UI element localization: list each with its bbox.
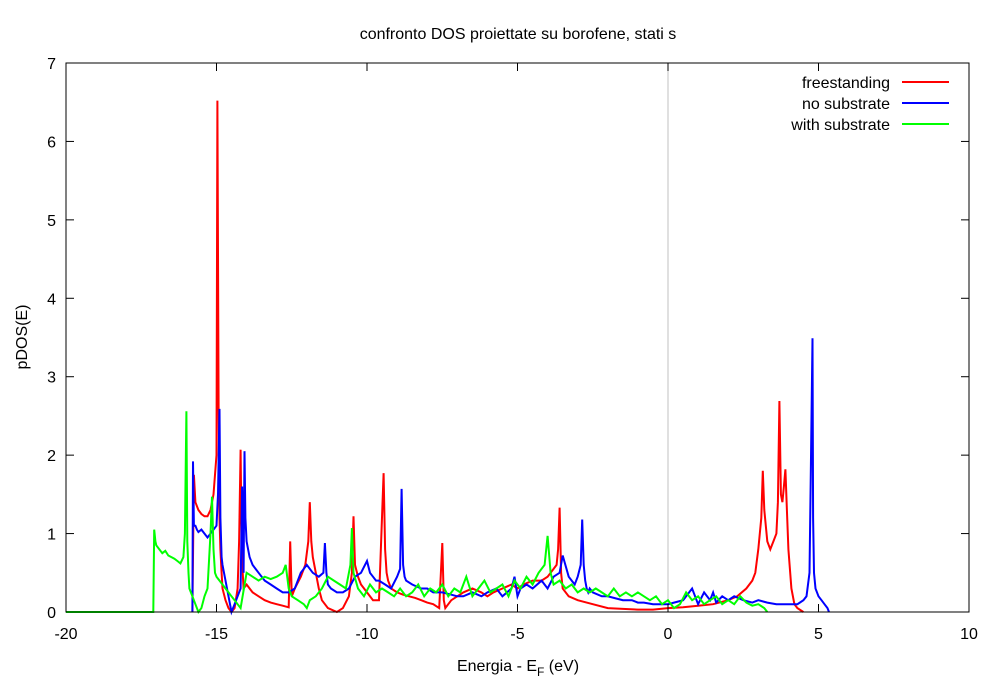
series-line-freestanding [191,100,804,614]
series-line-no-substrate [191,338,830,616]
series-line-with-substrate [66,411,769,615]
y-tick-label: 2 [47,448,56,465]
x-axis-label-main: Energia - E [457,658,537,675]
y-tick-label: 5 [47,213,56,230]
y-tick-label: 7 [47,56,56,73]
y-tick-label: 3 [47,370,56,387]
tick-layer: -20 -15 -10 -5 0 5 10 0 1 2 3 4 5 6 7 [47,56,978,643]
y-tick-label: 4 [47,291,56,308]
x-tick-label: 5 [814,626,823,643]
legend: freestanding no substrate with substrate [790,75,949,134]
x-tick-label: -10 [355,626,378,643]
legend-label: freestanding [802,75,890,92]
plot-frame [65,62,970,613]
x-axis-label-subscript: F [537,665,544,679]
y-tick-label: 1 [47,527,56,544]
x-axis-label-units: (eV) [544,658,579,675]
y-tick-label: 0 [47,605,56,622]
y-tick-label: 6 [47,134,56,151]
series-layer [66,100,830,616]
x-tick-label: -5 [510,626,524,643]
x-axis-label: Energia - EF (eV) [457,658,579,679]
chart-title: confronto DOS proiettate su borofene, st… [360,26,677,43]
x-tick-label: 10 [960,626,978,643]
x-tick-label: -20 [54,626,77,643]
legend-label: with substrate [790,117,890,134]
x-tick-label: -15 [205,626,228,643]
y-axis-label: pDOS(E) [14,305,31,370]
legend-label: no substrate [802,96,890,113]
x-tick-label: 0 [664,626,673,643]
